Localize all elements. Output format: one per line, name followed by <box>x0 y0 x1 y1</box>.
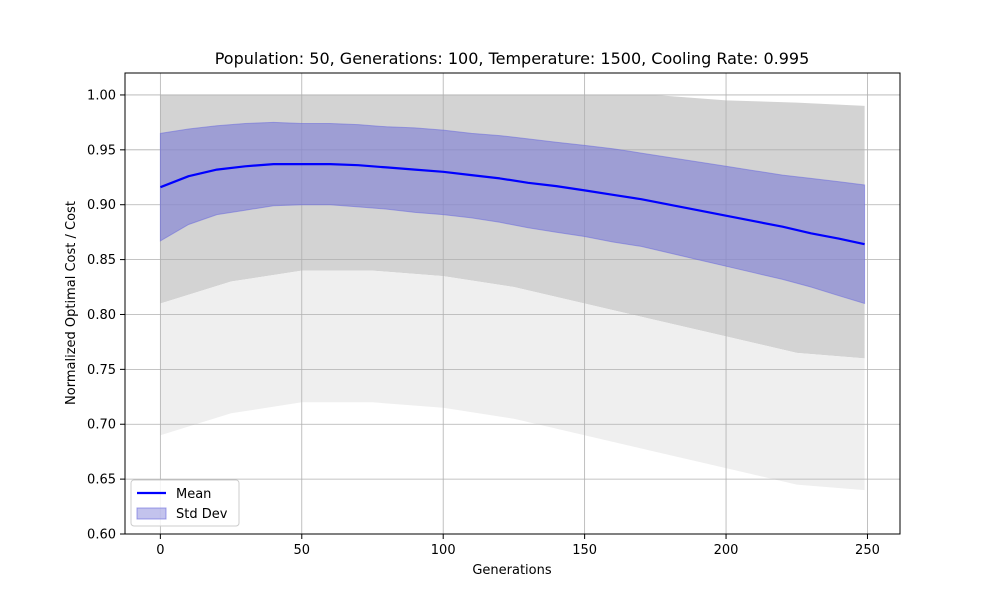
x-tick-label: 50 <box>294 543 311 558</box>
legend-mean-label: Mean <box>176 487 211 502</box>
legend-std-swatch <box>136 507 167 520</box>
x-tick-label: 250 <box>855 543 880 558</box>
legend: Mean Std Dev <box>130 479 240 527</box>
y-tick-label: 0.60 <box>87 528 116 543</box>
y-axis-ticks: 0.60 0.65 0.70 0.75 0.80 0.85 0.90 0.95 1.00 <box>87 88 125 543</box>
y-tick-label: 0.65 <box>87 473 116 488</box>
x-tick-label: 200 <box>714 543 739 558</box>
legend-std-label: Std Dev <box>176 507 228 522</box>
y-tick-label: 0.85 <box>87 253 116 268</box>
runs-fringe <box>160 270 865 491</box>
mean-line <box>160 163 865 246</box>
x-axis-label: Generations <box>472 563 552 578</box>
y-tick-label: 0.80 <box>87 308 116 323</box>
x-tick-label: 150 <box>572 543 597 558</box>
legend-box <box>130 479 240 527</box>
y-tick-label: 1.00 <box>87 88 116 103</box>
chart-title: Population: 50, Generations: 100, Temper… <box>215 49 810 68</box>
x-tick-label: 100 <box>431 543 456 558</box>
plot-frame <box>124 72 901 535</box>
std-dev-layer <box>159 121 866 305</box>
y-tick-label: 0.95 <box>87 143 116 158</box>
y-tick-label: 0.90 <box>87 198 116 213</box>
mean-layer <box>160 163 865 246</box>
x-axis-ticks: 0 50 100 150 200 250 <box>156 534 880 558</box>
x-tick-label: 0 <box>156 543 164 558</box>
y-axis-label: Normalized Optimal Cost / Cost <box>64 201 79 405</box>
std-dev-band <box>159 121 866 305</box>
y-tick-label: 0.70 <box>87 418 116 433</box>
y-tick-label: 0.75 <box>87 363 116 378</box>
